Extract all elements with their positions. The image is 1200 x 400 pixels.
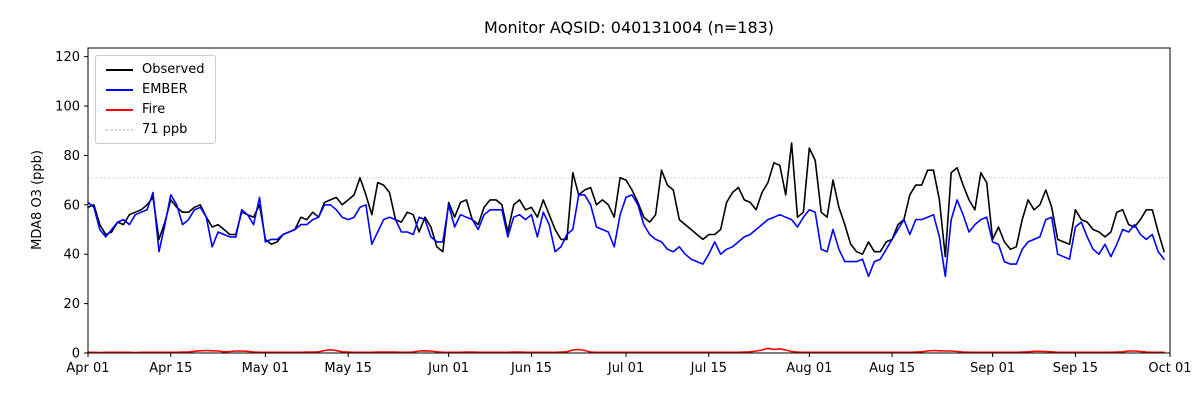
x-tick-label: Jun 01 xyxy=(427,361,469,376)
x-tick-label: Jul 01 xyxy=(607,361,644,376)
observed-line-sample xyxy=(106,68,133,71)
x-tick-label: Apr 01 xyxy=(66,361,109,376)
legend-label-ember: EMBER xyxy=(142,82,188,97)
fire-line xyxy=(87,347,1165,354)
ember-line-sample xyxy=(106,88,133,91)
y-tick-label: 40 xyxy=(63,248,80,263)
legend: Observed EMBER Fire 71 ppb xyxy=(95,55,216,144)
x-axis: Apr 01 Apr 15 May 01 May 15 Jun 01 Jun 15 Jul … xyxy=(66,353,1192,376)
x-tick-label: Jun 15 xyxy=(510,361,552,376)
series-layer xyxy=(87,142,1165,354)
x-tick-label: May 15 xyxy=(324,361,372,376)
legend-item-ember: EMBER xyxy=(106,82,205,97)
x-tick-label: Sep 15 xyxy=(1053,361,1098,376)
legend-item-threshold: 71 ppb xyxy=(106,122,205,137)
ember-line xyxy=(87,191,1165,278)
y-axis: 0 20 40 60 80 100 120 xyxy=(55,50,88,362)
x-tick-label: Aug 15 xyxy=(869,361,915,376)
x-tick-label: Jul 15 xyxy=(690,361,727,376)
x-tick-label: Sep 01 xyxy=(970,361,1015,376)
x-tick-label: Aug 01 xyxy=(786,361,832,376)
y-tick-label: 80 xyxy=(63,149,80,164)
legend-label-threshold: 71 ppb xyxy=(142,122,188,137)
y-tick-label: 60 xyxy=(63,198,80,213)
y-tick-label: 120 xyxy=(55,50,80,65)
legend-item-fire: Fire xyxy=(106,102,205,117)
legend-label-fire: Fire xyxy=(142,102,166,117)
observed-line xyxy=(87,142,1165,258)
y-tick-label: 100 xyxy=(55,100,80,115)
legend-label-observed: Observed xyxy=(142,62,205,77)
threshold-line-sample xyxy=(106,128,133,131)
x-tick-label: Oct 01 xyxy=(1148,361,1191,376)
y-tick-label: 20 xyxy=(63,297,80,312)
chart-title: Monitor AQSID: 040131004 (n=183) xyxy=(483,18,775,37)
y-tick-label: 0 xyxy=(72,347,80,362)
legend-item-observed: Observed xyxy=(106,62,205,77)
x-tick-label: May 01 xyxy=(242,361,290,376)
fire-line-sample xyxy=(106,108,133,111)
x-tick-label: Apr 15 xyxy=(149,361,192,376)
plot-border xyxy=(87,47,1171,354)
